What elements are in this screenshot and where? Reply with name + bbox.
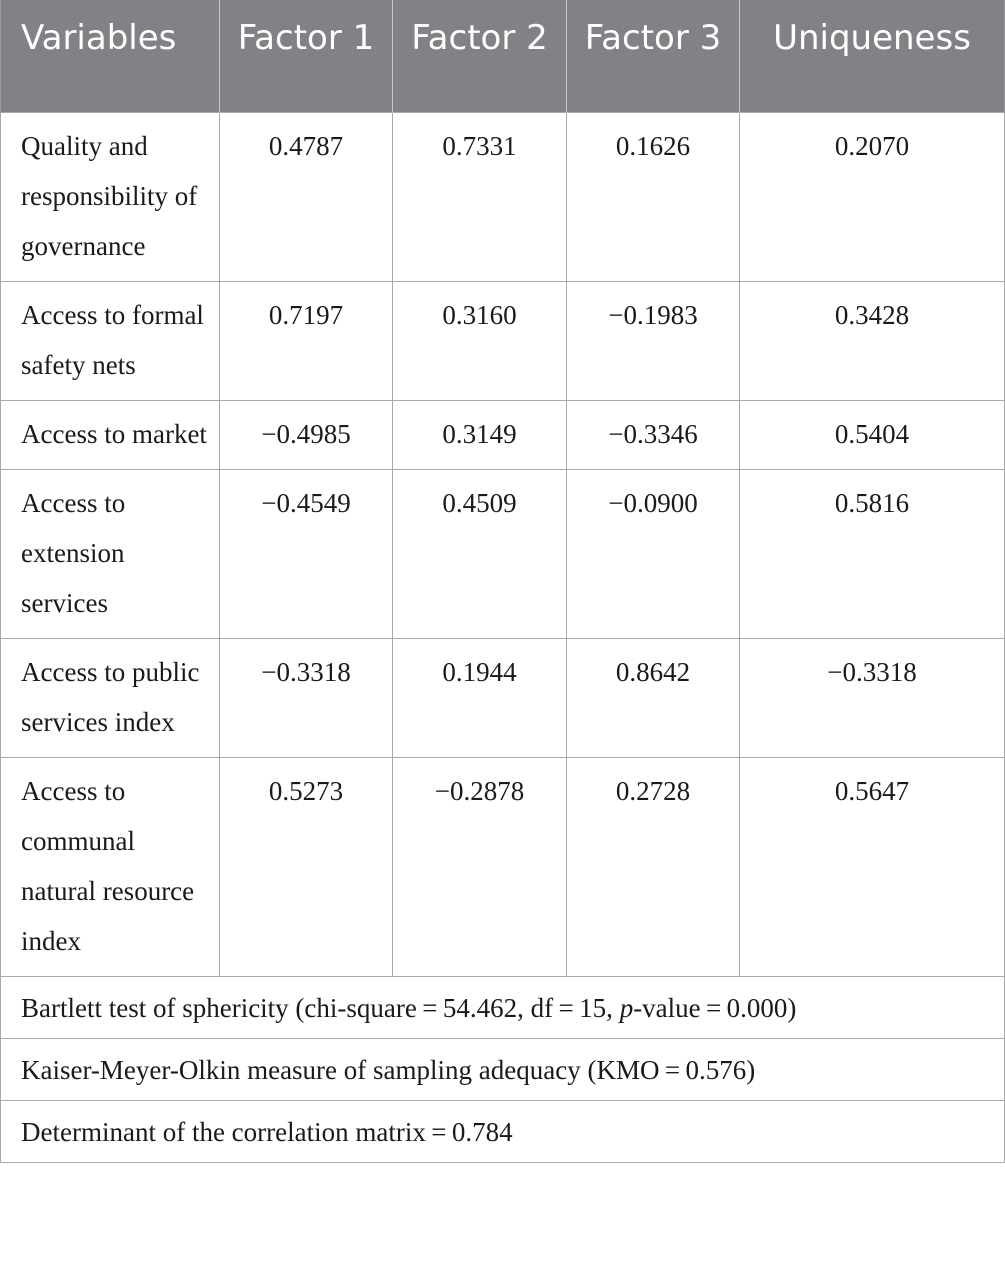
note-row-bartlett: Bartlett test of sphericity (chi-square …	[0, 976, 1005, 1039]
table-row: Access to communal natural resource inde…	[0, 757, 1005, 977]
determinant-note: Determinant of the correlation matrix = …	[0, 1100, 1005, 1163]
note-row-determinant: Determinant of the correlation matrix = …	[0, 1100, 1005, 1163]
variable-cell: Access to public services index	[0, 638, 220, 758]
factor-1-cell: −0.4985	[219, 400, 393, 470]
factor-2-cell: 0.7331	[392, 112, 567, 282]
uniqueness-cell: 0.5647	[739, 757, 1005, 977]
table-row: Access to market −0.4985 0.3149 −0.3346 …	[0, 400, 1005, 470]
table-body: Quality and responsibility of governance…	[0, 112, 1005, 1163]
table-row: Access to extension services −0.4549 0.4…	[0, 469, 1005, 639]
variable-cell: Quality and responsibility of governance	[0, 112, 220, 282]
factor-1-cell: 0.7197	[219, 281, 393, 401]
factor-2-cell: 0.4509	[392, 469, 567, 639]
bartlett-p-symbol: p	[619, 992, 634, 1023]
factor-1-cell: 0.5273	[219, 757, 393, 977]
header-factor-1: Factor 1	[219, 0, 393, 113]
factor-3-cell: 0.8642	[566, 638, 740, 758]
header-uniqueness: Uniqueness	[739, 0, 1005, 113]
bartlett-text-end: -value = 0.000)	[633, 992, 797, 1023]
factor-analysis-table: Variables Factor 1 Factor 2 Factor 3 Uni…	[0, 0, 1005, 1163]
note-row-kmo: Kaiser-Meyer-Olkin measure of sampling a…	[0, 1038, 1005, 1101]
uniqueness-cell: 0.3428	[739, 281, 1005, 401]
factor-1-cell: −0.4549	[219, 469, 393, 639]
uniqueness-cell: 0.5816	[739, 469, 1005, 639]
factor-1-cell: 0.4787	[219, 112, 393, 282]
variable-cell: Access to extension services	[0, 469, 220, 639]
factor-2-cell: 0.3149	[392, 400, 567, 470]
bartlett-text-start: Bartlett test of sphericity (chi-square …	[21, 992, 620, 1023]
header-variables: Variables	[0, 0, 220, 113]
factor-3-cell: −0.0900	[566, 469, 740, 639]
factor-3-cell: 0.1626	[566, 112, 740, 282]
variable-cell: Access to communal natural resource inde…	[0, 757, 220, 977]
factor-3-cell: −0.3346	[566, 400, 740, 470]
uniqueness-cell: −0.3318	[739, 638, 1005, 758]
uniqueness-cell: 0.5404	[739, 400, 1005, 470]
variable-cell: Access to formal safety nets	[0, 281, 220, 401]
table-header: Variables Factor 1 Factor 2 Factor 3 Uni…	[0, 0, 1005, 113]
factor-2-cell: 0.1944	[392, 638, 567, 758]
kmo-note: Kaiser-Meyer-Olkin measure of sampling a…	[0, 1038, 1005, 1101]
bartlett-note: Bartlett test of sphericity (chi-square …	[0, 976, 1005, 1039]
header-factor-3: Factor 3	[566, 0, 740, 113]
factor-3-cell: 0.2728	[566, 757, 740, 977]
table-row: Access to public services index −0.3318 …	[0, 638, 1005, 758]
variable-cell: Access to market	[0, 400, 220, 470]
factor-1-cell: −0.3318	[219, 638, 393, 758]
factor-3-cell: −0.1983	[566, 281, 740, 401]
factor-2-cell: 0.3160	[392, 281, 567, 401]
factor-2-cell: −0.2878	[392, 757, 567, 977]
header-row: Variables Factor 1 Factor 2 Factor 3 Uni…	[0, 0, 1005, 113]
table-row: Quality and responsibility of governance…	[0, 112, 1005, 282]
uniqueness-cell: 0.2070	[739, 112, 1005, 282]
header-factor-2: Factor 2	[392, 0, 567, 113]
table-row: Access to formal safety nets 0.7197 0.31…	[0, 281, 1005, 401]
